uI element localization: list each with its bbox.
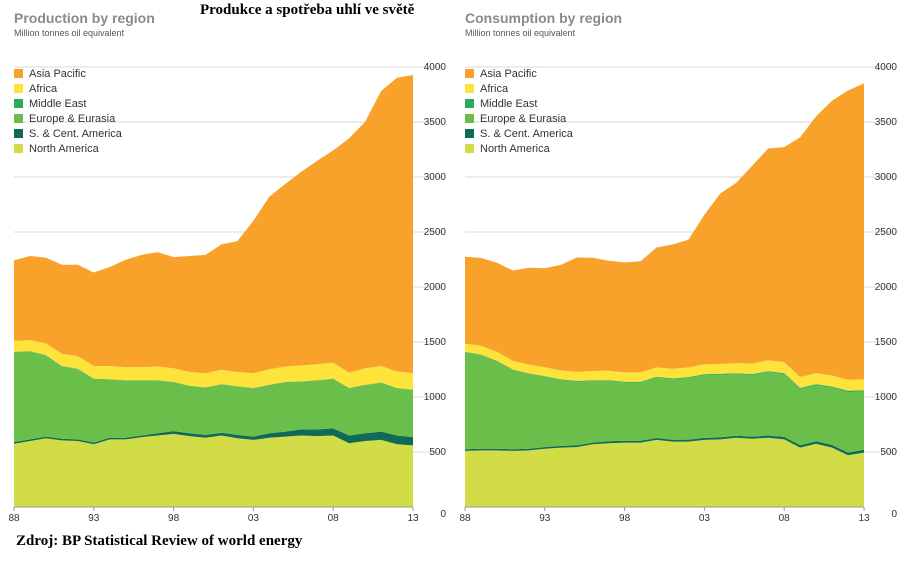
consumption-y-tick-label: 0 bbox=[891, 509, 897, 520]
consumption-legend-label: North America bbox=[480, 142, 550, 155]
production-area-north-america bbox=[14, 433, 413, 507]
production-y-tick-label: 3500 bbox=[424, 117, 447, 128]
consumption-x-tick-label: 13 bbox=[858, 513, 870, 524]
consumption-legend-label: Middle East bbox=[480, 97, 538, 110]
consumption-legend-swatch bbox=[465, 84, 474, 93]
consumption-y-tick-label: 3500 bbox=[875, 117, 898, 128]
consumption-legend-label: Asia Pacific bbox=[480, 67, 537, 80]
production-legend-item-asia-pacific: Asia Pacific bbox=[14, 66, 122, 81]
main-title: Produkce a spotřeba uhlí ve světě bbox=[200, 2, 415, 18]
consumption-legend-item-europe-and-eurasia: Europe & Eurasia bbox=[465, 111, 573, 126]
consumption-legend-item-asia-pacific: Asia Pacific bbox=[465, 66, 573, 81]
production-x-tick-label: 93 bbox=[88, 513, 100, 524]
consumption-chart-panel: 0 500 1000 1500 2000 2500 3000 3500 4000 88 93 98 03… bbox=[451, 0, 901, 530]
production-chart: 0 500 1000 1500 2000 2500 3000 3500 4000 88 93 98 03… bbox=[8, 62, 447, 524]
consumption-y-tick-label: 2500 bbox=[875, 227, 898, 238]
production-y-tick-label: 2000 bbox=[424, 282, 447, 293]
consumption-legend: Asia Pacific Africa Middle East Europe & Eu… bbox=[465, 66, 573, 156]
production-legend-label: Europe & Eurasia bbox=[29, 112, 116, 125]
consumption-y-tick-label: 4000 bbox=[875, 62, 898, 73]
production-legend-item-middle-east: Middle East bbox=[14, 96, 122, 111]
production-y-tick-label: 0 bbox=[440, 509, 446, 520]
production-legend-label: S. & Cent. America bbox=[29, 127, 122, 140]
consumption-x-tick-label: 93 bbox=[539, 513, 551, 524]
production-area-s-and-cent-america bbox=[14, 428, 413, 446]
consumption-area-asia-pacific bbox=[465, 83, 864, 380]
production-legend-label: North America bbox=[29, 142, 99, 155]
production-legend-item-africa: Africa bbox=[14, 81, 122, 96]
production-legend-swatch bbox=[14, 144, 23, 153]
production-legend-item-europe-and-eurasia: Europe & Eurasia bbox=[14, 111, 122, 126]
production-area-africa bbox=[14, 340, 413, 390]
consumption-x-tick-label: 08 bbox=[779, 513, 791, 524]
production-legend-label: Asia Pacific bbox=[29, 67, 86, 80]
consumption-legend-swatch bbox=[465, 69, 474, 78]
consumption-area-africa bbox=[465, 343, 864, 391]
production-legend-item-s-and-cent-america: S. & Cent. America bbox=[14, 126, 122, 141]
production-y-tick-label: 2500 bbox=[424, 227, 447, 238]
production-y-tick-label: 500 bbox=[429, 447, 446, 458]
production-x-tick-label: 98 bbox=[168, 513, 180, 524]
production-x-tick-label: 13 bbox=[407, 513, 419, 524]
production-legend-swatch bbox=[14, 69, 23, 78]
consumption-legend-swatch bbox=[465, 114, 474, 123]
production-legend-swatch bbox=[14, 129, 23, 138]
consumption-y-tick-label: 500 bbox=[880, 447, 897, 458]
production-y-tick-label: 3000 bbox=[424, 172, 447, 183]
consumption-chart: 0 500 1000 1500 2000 2500 3000 3500 4000 88 93 98 03… bbox=[459, 62, 898, 524]
consumption-legend-swatch bbox=[465, 129, 474, 138]
consumption-legend-item-middle-east: Middle East bbox=[465, 96, 573, 111]
production-legend-swatch bbox=[14, 99, 23, 108]
production-legend: Asia Pacific Africa Middle East Europe & Eu… bbox=[14, 66, 122, 156]
consumption-chart-subtitle: Million tonnes oil equivalent bbox=[465, 28, 576, 38]
consumption-legend-label: S. & Cent. America bbox=[480, 127, 573, 140]
consumption-y-tick-label: 1000 bbox=[875, 392, 898, 403]
consumption-area-north-america bbox=[465, 437, 864, 507]
production-chart-title: Production by region bbox=[14, 10, 155, 26]
consumption-legend-swatch bbox=[465, 144, 474, 153]
production-x-tick-label: 03 bbox=[248, 513, 260, 524]
production-legend-item-north-america: North America bbox=[14, 141, 122, 156]
consumption-legend-label: Europe & Eurasia bbox=[480, 112, 567, 125]
consumption-chart-title: Consumption by region bbox=[465, 10, 623, 26]
consumption-area-europe-and-eurasia bbox=[465, 352, 864, 453]
consumption-x-tick-label: 98 bbox=[619, 513, 631, 524]
consumption-legend-item-s-and-cent-america: S. & Cent. America bbox=[465, 126, 573, 141]
source-note: Zdroj: BP Statistical Review of world en… bbox=[16, 533, 303, 549]
consumption-legend-item-africa: Africa bbox=[465, 81, 573, 96]
consumption-legend-swatch bbox=[465, 99, 474, 108]
consumption-x-tick-label: 03 bbox=[699, 513, 711, 524]
consumption-y-tick-label: 3000 bbox=[875, 172, 898, 183]
production-legend-swatch bbox=[14, 114, 23, 123]
consumption-legend-label: Africa bbox=[480, 82, 509, 95]
production-chart-panel: 0 500 1000 1500 2000 2500 3000 3500 4000 88 93 98 03… bbox=[0, 0, 450, 530]
production-y-tick-label: 1000 bbox=[424, 392, 447, 403]
production-legend-swatch bbox=[14, 84, 23, 93]
consumption-x-tick-label: 88 bbox=[459, 513, 471, 524]
consumption-area-s-and-cent-america bbox=[465, 435, 864, 456]
production-area-europe-and-eurasia bbox=[14, 351, 413, 443]
consumption-y-tick-label: 1500 bbox=[875, 337, 898, 348]
consumption-y-tick-label: 2000 bbox=[875, 282, 898, 293]
production-legend-label: Africa bbox=[29, 82, 58, 95]
production-chart-subtitle: Million tonnes oil equivalent bbox=[14, 28, 125, 38]
production-area-asia-pacific bbox=[14, 75, 413, 374]
production-legend-label: Middle East bbox=[29, 97, 87, 110]
production-x-tick-label: 08 bbox=[328, 513, 340, 524]
consumption-legend-item-north-america: North America bbox=[465, 141, 573, 156]
production-x-tick-label: 88 bbox=[8, 513, 20, 524]
production-y-tick-label: 4000 bbox=[424, 62, 447, 73]
production-y-tick-label: 1500 bbox=[424, 337, 447, 348]
